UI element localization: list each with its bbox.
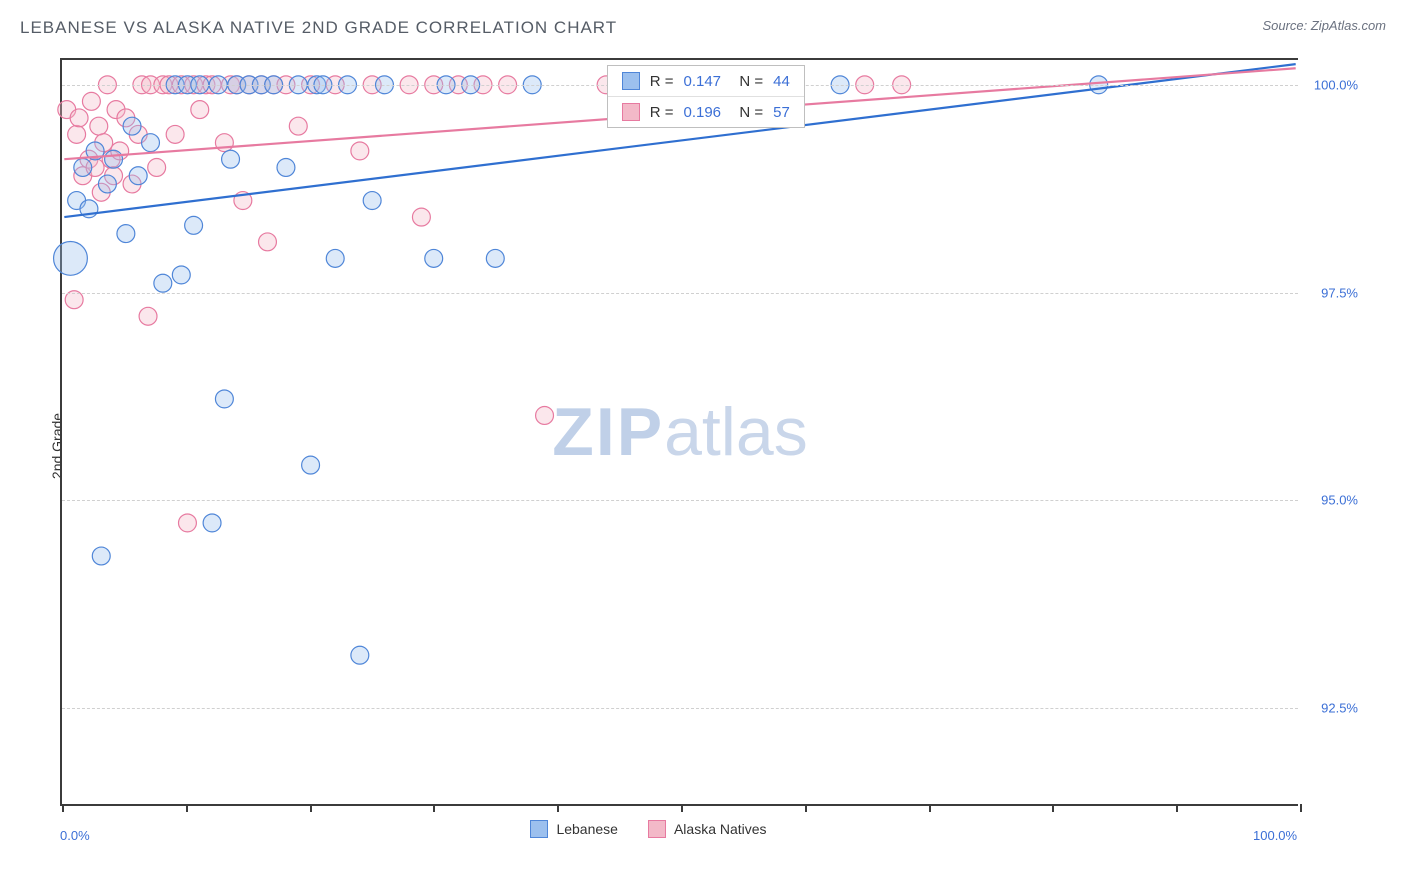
scatter-point [154,274,172,292]
series-legend: Lebanese Alaska Natives [530,820,766,838]
legend-n-value: 44 [773,73,790,90]
scatter-point [54,241,88,275]
legend-swatch [622,103,640,121]
scatter-point [351,142,369,160]
legend-r-label: R = [650,104,674,121]
scatter-point [185,216,203,234]
scatter-point [139,307,157,325]
legend-r-label: R = [650,73,674,90]
x-tick [929,804,931,812]
scatter-point [70,109,88,127]
scatter-point [148,159,166,177]
y-tick-label: 97.5% [1303,285,1358,300]
scatter-point [172,266,190,284]
x-tick [186,804,188,812]
series-legend-item: Lebanese [530,820,618,838]
scatter-point [191,101,209,119]
scatter-point [302,456,320,474]
scatter-point [74,159,92,177]
scatter-point [117,225,135,243]
scatter-point [259,233,277,251]
scatter-point [98,175,116,193]
y-tick-label: 100.0% [1303,77,1358,92]
chart-container: LEBANESE VS ALASKA NATIVE 2ND GRADE CORR… [0,0,1406,892]
x-tick [557,804,559,812]
y-tick-label: 92.5% [1303,701,1358,716]
legend-r-value: 0.147 [683,73,721,90]
x-tick [681,804,683,812]
legend-n-label: N = [731,73,763,90]
gridline [62,708,1298,709]
series-legend-item: Alaska Natives [648,820,767,838]
x-axis-label-min: 0.0% [60,828,90,843]
x-tick [805,804,807,812]
scatter-point [351,646,369,664]
correlation-legend-row: R = 0.196 N = 57 [608,97,804,127]
plot-svg [62,60,1298,804]
scatter-point [129,167,147,185]
x-tick [1176,804,1178,812]
chart-title: LEBANESE VS ALASKA NATIVE 2ND GRADE CORR… [20,18,617,38]
correlation-legend-row: R = 0.147 N = 44 [608,66,804,97]
correlation-legend: R = 0.147 N = 44 R = 0.196 N = 57 [607,65,805,128]
x-tick [62,804,64,812]
scatter-point [90,117,108,135]
scatter-point [425,249,443,267]
scatter-point [222,150,240,168]
scatter-point [68,125,86,143]
gridline [62,293,1298,294]
x-tick [1052,804,1054,812]
source-label: Source: ZipAtlas.com [1262,18,1386,33]
legend-swatch [622,72,640,90]
scatter-point [105,150,123,168]
x-tick [433,804,435,812]
x-tick [310,804,312,812]
x-axis-label-max: 100.0% [1253,828,1297,843]
legend-swatch [648,820,666,838]
y-tick-label: 95.0% [1303,493,1358,508]
series-name: Alaska Natives [674,821,767,837]
legend-r-value: 0.196 [683,104,721,121]
series-name: Lebanese [556,821,618,837]
gridline [62,500,1298,501]
scatter-point [412,208,430,226]
plot-area: ZIPatlas 92.5%95.0%97.5%100.0%R =0.147 N… [60,58,1298,806]
scatter-point [92,547,110,565]
legend-swatch [530,820,548,838]
scatter-point [277,159,295,177]
scatter-point [166,125,184,143]
x-tick [1300,804,1302,812]
legend-n-value: 57 [773,104,790,121]
scatter-point [486,249,504,267]
scatter-point [363,192,381,210]
scatter-point [142,134,160,152]
scatter-point [536,407,554,425]
scatter-point [215,390,233,408]
legend-n-label: N = [731,104,763,121]
scatter-point [203,514,221,532]
scatter-point [123,117,141,135]
scatter-point [326,249,344,267]
scatter-point [289,117,307,135]
scatter-point [178,514,196,532]
scatter-point [82,92,100,110]
